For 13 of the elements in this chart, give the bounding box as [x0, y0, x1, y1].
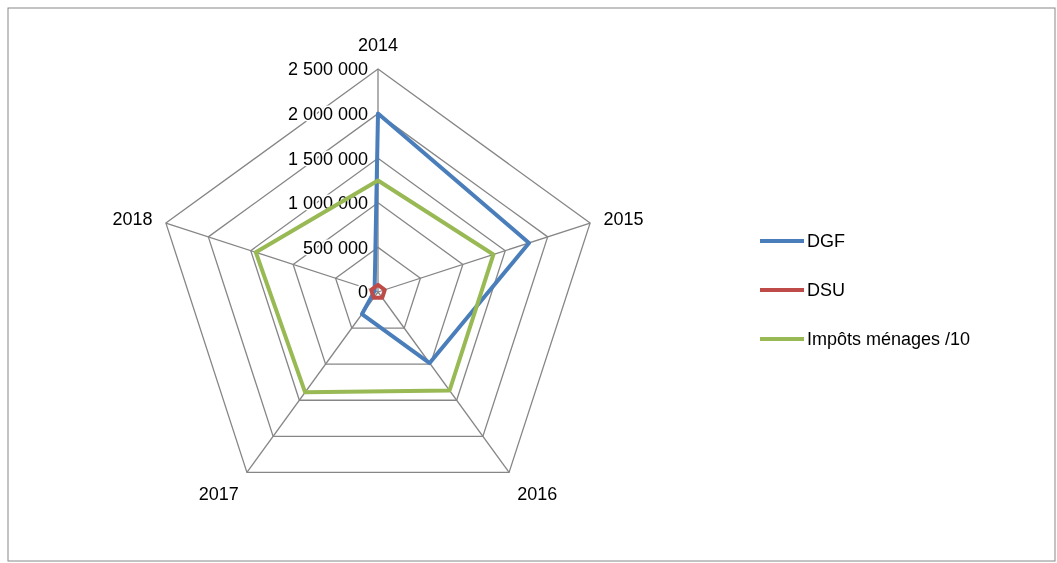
y-tick-label: 2 000 000: [287, 103, 368, 124]
y-tick-label: 0: [357, 282, 368, 303]
spoke-label: 2016: [517, 483, 558, 504]
spoke-label: 2017: [198, 483, 239, 504]
y-tick-label: 2 500 000: [287, 59, 368, 80]
legend-label: DSU: [807, 280, 846, 301]
spoke-label: 2015: [603, 209, 644, 230]
legend-label: Impôts ménages /10: [807, 329, 971, 350]
spoke-label: 2018: [112, 209, 153, 230]
y-tick-label: 500 000: [302, 237, 368, 258]
legend-label: DGF: [807, 231, 845, 252]
spoke-label: 2014: [357, 35, 399, 56]
y-tick-label: 1 500 000: [287, 148, 368, 169]
